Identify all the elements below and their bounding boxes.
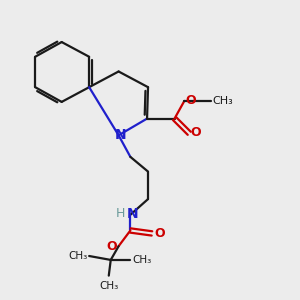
- Text: N: N: [115, 128, 126, 142]
- Text: CH₃: CH₃: [68, 251, 87, 261]
- Text: CH₃: CH₃: [213, 96, 234, 106]
- Text: CH₃: CH₃: [132, 255, 152, 265]
- Text: O: O: [106, 240, 117, 253]
- Text: O: O: [154, 227, 165, 240]
- Text: O: O: [185, 94, 196, 107]
- Text: H: H: [116, 207, 125, 220]
- Text: O: O: [190, 126, 201, 139]
- Text: CH₃: CH₃: [99, 280, 119, 290]
- Text: N: N: [127, 207, 138, 221]
